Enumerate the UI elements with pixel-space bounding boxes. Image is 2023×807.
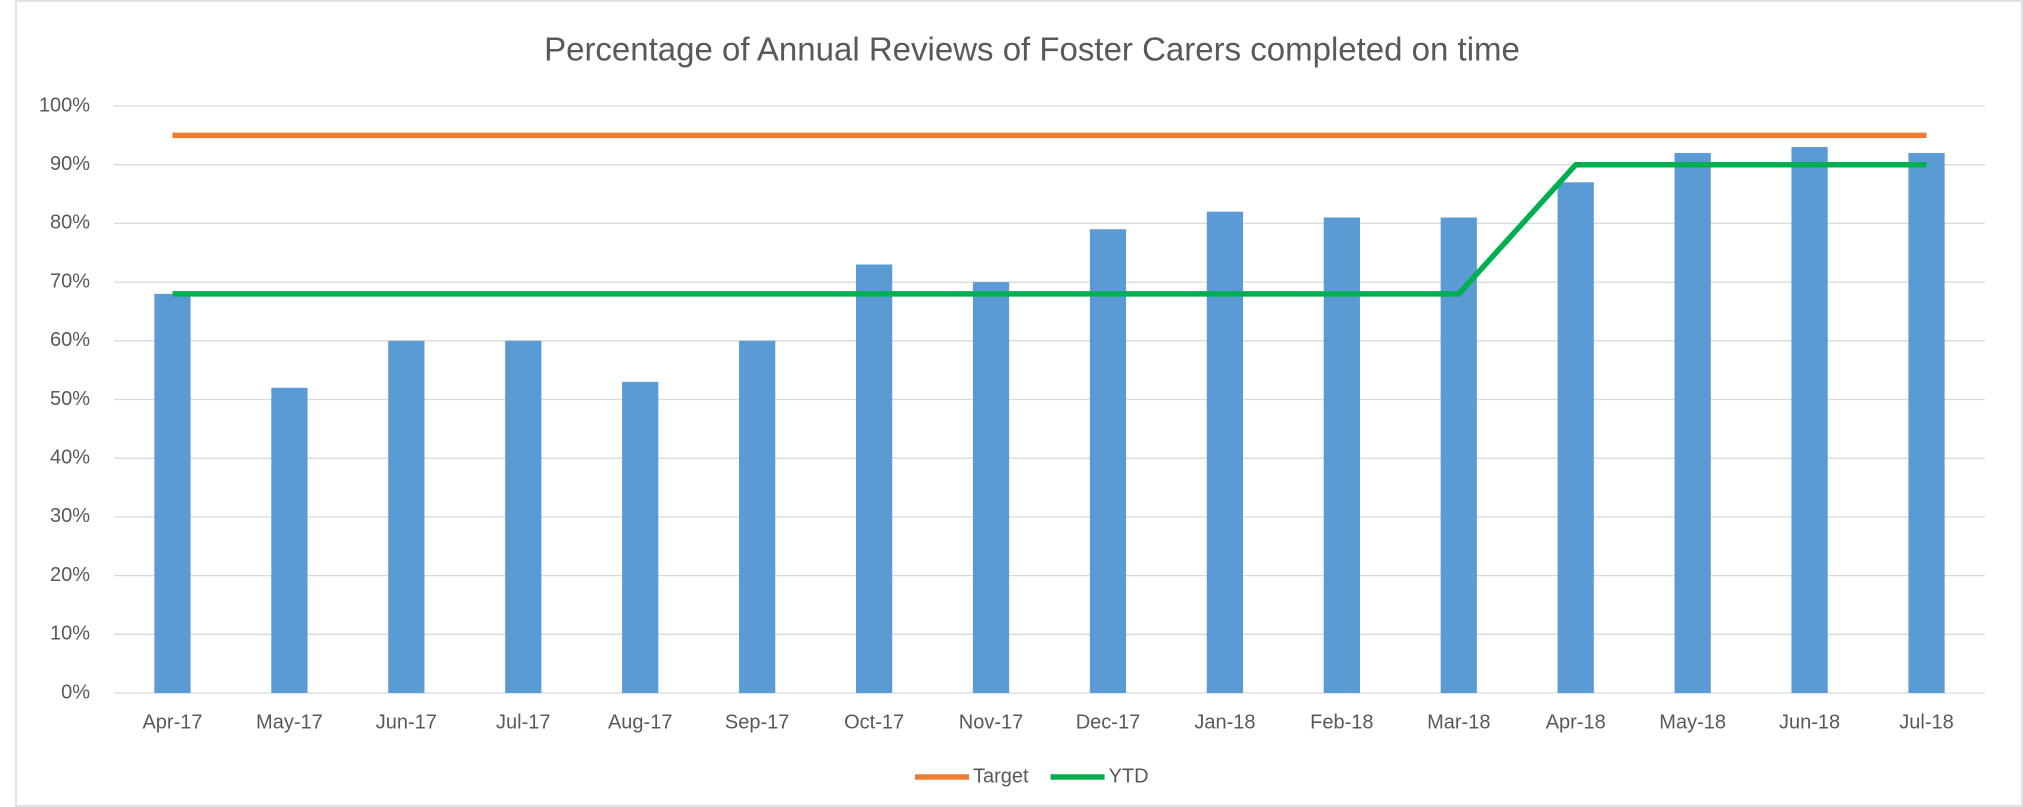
x-tick-label: Mar-18 bbox=[1427, 711, 1490, 733]
chart-title: Percentage of Annual Reviews of Foster C… bbox=[544, 31, 1520, 68]
x-tick-label: Dec-17 bbox=[1076, 711, 1140, 733]
bar bbox=[1089, 229, 1127, 693]
x-tick-label: Aug-17 bbox=[608, 711, 673, 733]
y-tick-label: 0% bbox=[61, 681, 90, 703]
bar bbox=[1440, 217, 1477, 693]
bar bbox=[1323, 217, 1360, 693]
y-tick-label: 50% bbox=[50, 388, 90, 410]
y-tick-label: 40% bbox=[50, 446, 90, 468]
x-tick-label: Jun-18 bbox=[1779, 711, 1840, 733]
x-tick-label: Jul-18 bbox=[1899, 711, 1953, 733]
y-tick-label: 70% bbox=[50, 270, 90, 292]
x-tick-label: Oct-17 bbox=[844, 711, 904, 733]
bar bbox=[505, 340, 542, 693]
bar bbox=[739, 340, 776, 693]
legend-label: YTD bbox=[1109, 765, 1149, 787]
bar bbox=[972, 282, 1010, 693]
y-tick-label: 30% bbox=[50, 505, 90, 527]
bar bbox=[1908, 152, 1945, 693]
bar bbox=[622, 381, 659, 693]
bar bbox=[855, 264, 893, 693]
x-tick-label: Apr-17 bbox=[142, 711, 202, 733]
y-tick-label: 20% bbox=[50, 564, 90, 586]
x-tick-label: Jun-17 bbox=[376, 711, 437, 733]
bar bbox=[1674, 152, 1711, 693]
x-tick-label: Feb-18 bbox=[1310, 711, 1373, 733]
chart-frame bbox=[15, 0, 2023, 807]
x-tick-label: May-18 bbox=[1659, 711, 1726, 733]
x-tick-label: Apr-18 bbox=[1546, 711, 1606, 733]
bar bbox=[1206, 211, 1244, 693]
bar bbox=[388, 340, 425, 693]
x-tick-label: Sep-17 bbox=[725, 711, 790, 733]
y-tick-label: 80% bbox=[50, 212, 90, 234]
y-tick-label: 60% bbox=[50, 329, 90, 351]
bar bbox=[1791, 147, 1828, 694]
x-tick-label: Jan-18 bbox=[1194, 711, 1255, 733]
x-tick-label: Nov-17 bbox=[959, 711, 1023, 733]
legend-label: Target bbox=[973, 765, 1029, 787]
x-tick-label: Jul-17 bbox=[496, 711, 550, 733]
bar bbox=[271, 387, 308, 693]
bar bbox=[1557, 182, 1594, 693]
line-series bbox=[172, 161, 1927, 297]
x-tick-label: May-17 bbox=[256, 711, 323, 733]
y-tick-label: 10% bbox=[50, 623, 90, 645]
bar bbox=[154, 293, 191, 693]
y-tick-label: 100% bbox=[39, 94, 90, 116]
y-tick-label: 90% bbox=[50, 153, 90, 175]
